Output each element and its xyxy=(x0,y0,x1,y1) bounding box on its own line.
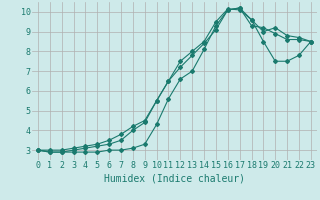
X-axis label: Humidex (Indice chaleur): Humidex (Indice chaleur) xyxy=(104,173,245,183)
